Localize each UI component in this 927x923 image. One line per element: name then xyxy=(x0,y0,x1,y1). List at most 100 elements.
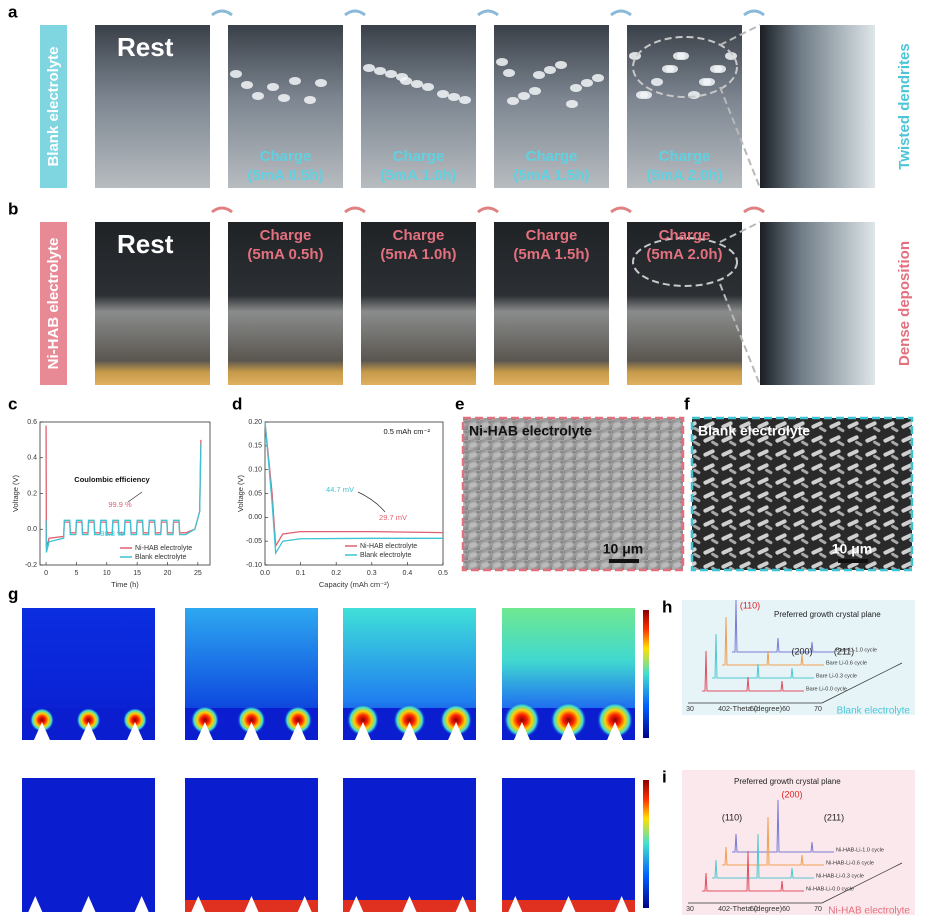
micrograph xyxy=(494,25,609,188)
panel-letter: a xyxy=(8,2,18,21)
y-tick-label: 0.4 xyxy=(27,455,37,462)
y-tick-label: 0.00 xyxy=(248,514,262,521)
sem-image xyxy=(690,416,914,572)
trace-label: Bare Li-0.0 cycle xyxy=(806,686,847,692)
flow-arrow xyxy=(610,206,632,214)
dendrite xyxy=(518,92,530,100)
tip xyxy=(402,896,417,912)
peak-label: (110) xyxy=(722,812,742,822)
scale-bar xyxy=(838,559,868,563)
image-title: Charge xyxy=(526,227,578,244)
micrograph xyxy=(494,222,609,385)
trace-label: Ni-HAB-Li-0.6 cycle xyxy=(826,860,874,866)
peak-label: (211) xyxy=(834,646,854,656)
dendrite xyxy=(662,65,674,73)
dendrite xyxy=(636,91,648,99)
y-tick-label: -0.10 xyxy=(246,562,262,569)
dendrite xyxy=(363,64,375,72)
hotspot xyxy=(76,708,101,732)
x-axis-title: 2-Theta (degree) xyxy=(726,704,783,713)
tip xyxy=(127,722,144,740)
image-title: Charge xyxy=(393,148,445,165)
x-tick-label: 40 xyxy=(718,906,726,913)
trace-label: Ni-HAB-Li-0.3 cycle xyxy=(816,873,864,879)
xrd-trace xyxy=(722,816,824,866)
scale-bar xyxy=(609,559,639,563)
x-tick-label: 0.0 xyxy=(260,570,270,577)
legend-label: Ni-HAB electrolyte xyxy=(360,543,417,550)
tip xyxy=(349,896,364,912)
image-subtitle: (5mA 0.5h) xyxy=(247,167,323,184)
annotation: Preferred growth crystal plane xyxy=(774,610,881,619)
xrd-trace xyxy=(712,633,814,679)
dendrite xyxy=(422,83,434,91)
panel-letter: f xyxy=(684,394,690,413)
dendrite xyxy=(496,58,508,66)
x-tick-label: 50 xyxy=(750,906,758,913)
caption: Ni-HAB electrolyte xyxy=(828,906,910,917)
zoom-line xyxy=(719,24,761,189)
tip xyxy=(561,896,576,912)
micrograph xyxy=(760,25,875,188)
panel-letter: i xyxy=(662,767,667,786)
x-tick-label: 40 xyxy=(718,706,726,713)
x-tick-label: 0 xyxy=(44,570,48,577)
flow-arrow xyxy=(743,206,765,214)
x-tick-label: 60 xyxy=(782,906,790,913)
hotspot xyxy=(503,702,540,738)
x-tick-label: 15 xyxy=(133,570,141,577)
image-title: Charge xyxy=(526,148,578,165)
image-title: Charge xyxy=(659,227,711,244)
flow-arrow xyxy=(344,9,366,17)
dendrite xyxy=(507,97,519,105)
tip xyxy=(513,722,530,740)
sem-label: Blank electrolyte xyxy=(698,423,810,439)
side-label: Blank electrolyte xyxy=(45,46,62,166)
dendrite xyxy=(699,78,711,86)
dendrite xyxy=(544,66,556,74)
field-map xyxy=(502,778,635,912)
image-title: Charge xyxy=(260,148,312,165)
y-tick-label: 0.6 xyxy=(27,419,37,426)
zoom-line xyxy=(719,221,761,386)
dendrite xyxy=(437,90,449,98)
x-tick-label: 0.5 xyxy=(438,570,448,577)
right-label: Twisted dendrites xyxy=(896,43,913,169)
y-tick-label: 0.0 xyxy=(27,526,37,533)
flow-arrow xyxy=(344,206,366,214)
dendrite xyxy=(529,87,541,95)
y-tick-label: 0.15 xyxy=(248,443,262,450)
annotation: 99.9 % xyxy=(108,500,132,509)
image-subtitle: (5mA 2.0h) xyxy=(646,246,722,263)
annotation: 98.3 % xyxy=(100,529,124,538)
x-tick-label: 25 xyxy=(194,570,202,577)
tip xyxy=(560,722,577,740)
scale-label: 10 μm xyxy=(603,541,643,557)
axis-depth xyxy=(821,862,903,904)
peak-label: (200) xyxy=(791,646,812,656)
hotspot xyxy=(597,702,634,738)
x-axis-title: Capacity (mAh cm⁻²) xyxy=(319,580,390,589)
field-map xyxy=(185,778,318,912)
xrd-trace xyxy=(702,850,804,892)
trace-label: Bare Li-0.3 cycle xyxy=(816,673,857,679)
dendrite xyxy=(315,79,327,87)
dendrite xyxy=(396,73,408,81)
tip xyxy=(614,896,629,912)
dendrite xyxy=(304,96,316,104)
axis-depth xyxy=(821,662,903,704)
panel-letter: h xyxy=(662,597,672,616)
tip xyxy=(607,722,624,740)
plot-frame xyxy=(39,421,211,566)
dendrite xyxy=(385,70,397,78)
x-tick-label: 0.1 xyxy=(296,570,306,577)
dendrite xyxy=(533,71,545,79)
flow-arrow xyxy=(477,206,499,214)
color-bar xyxy=(643,610,649,738)
flow-arrow xyxy=(610,9,632,17)
color-bar xyxy=(643,780,649,908)
tip xyxy=(401,722,418,740)
x-tick-label: 70 xyxy=(814,906,822,913)
tip xyxy=(81,896,96,912)
dendrite xyxy=(411,80,423,88)
